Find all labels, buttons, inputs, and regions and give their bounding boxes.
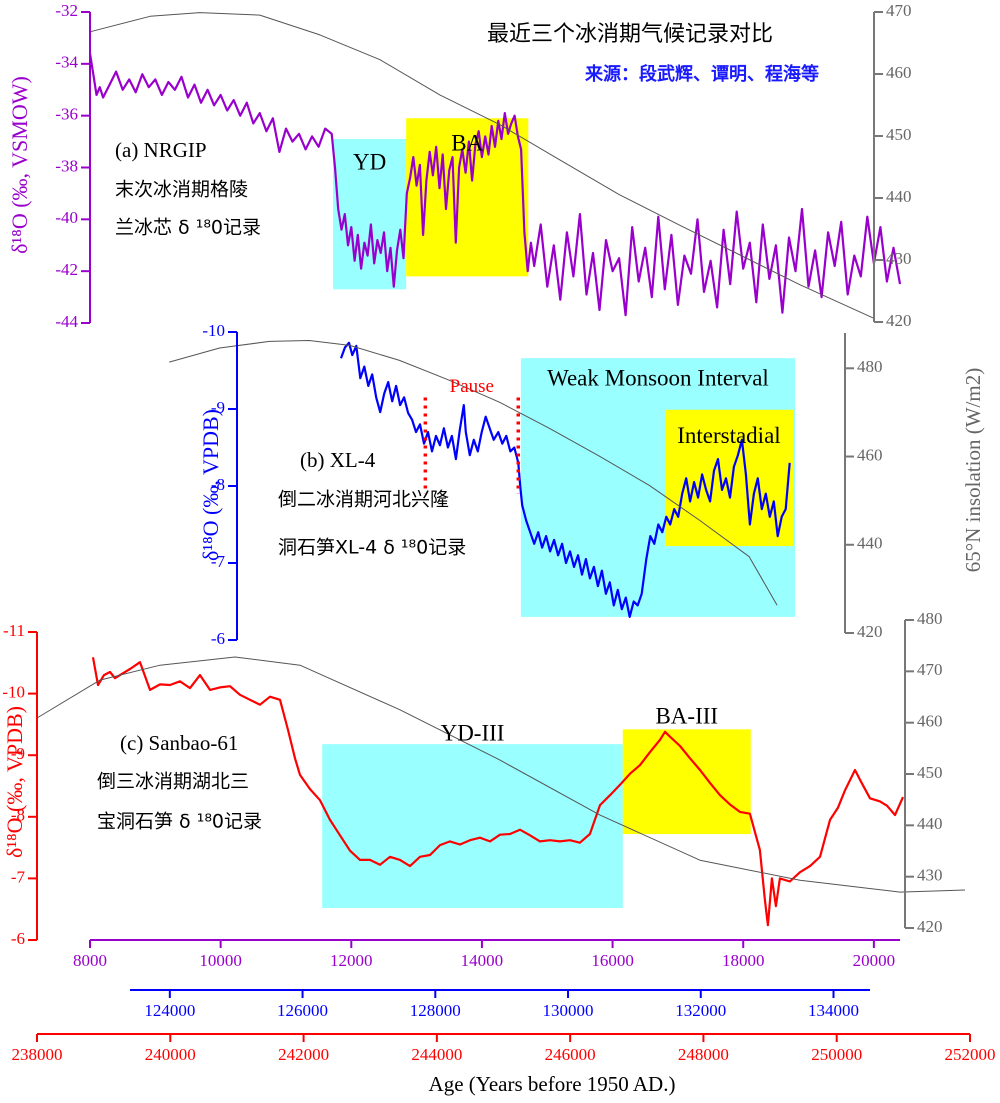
annotation: 兰冰芯 δ ¹⁸0记录 xyxy=(115,217,261,239)
y-tick-label: -7 xyxy=(11,867,26,886)
record-line xyxy=(339,341,791,618)
x-tick-label: 12000 xyxy=(330,951,373,970)
y-tick-label: -8 xyxy=(11,806,25,825)
y2-tick-label: 460 xyxy=(886,63,912,82)
region-label: BA xyxy=(451,131,483,156)
y2-tick-label: 450 xyxy=(917,763,943,782)
x-tick-label: 252000 xyxy=(945,1045,996,1064)
x-tick-label: 250000 xyxy=(811,1045,862,1064)
x-tick-label: 132000 xyxy=(675,1001,726,1020)
y-tick-label: -6 xyxy=(11,929,25,948)
record-line xyxy=(91,657,905,927)
y2-tick-label: 430 xyxy=(917,866,943,885)
region-label: YD-III xyxy=(441,720,505,745)
annotation: (b) XL-4 xyxy=(300,448,376,472)
x-tick-label: 18000 xyxy=(722,951,765,970)
y-tick-label: -34 xyxy=(55,53,78,72)
x-tick-label: 124000 xyxy=(144,1001,195,1020)
x-tick-label: 246000 xyxy=(545,1045,596,1064)
insolation-line xyxy=(89,12,875,319)
x-tick-label: 16000 xyxy=(591,951,634,970)
y2-tick-label: 430 xyxy=(886,249,912,268)
y2-tick-label: 480 xyxy=(917,609,943,628)
y2-tick-label: 440 xyxy=(917,814,943,833)
y2-tick-label: 420 xyxy=(886,311,912,330)
y-tick-label: -42 xyxy=(55,260,78,279)
y2-tick-label: 440 xyxy=(857,534,883,553)
x-tick-label: 238000 xyxy=(12,1045,63,1064)
region-label: Weak Monsoon Interval xyxy=(547,365,769,390)
y2-tick-label: 460 xyxy=(857,445,883,464)
x-tick-label: 240000 xyxy=(145,1045,196,1064)
record-line xyxy=(88,53,902,317)
axes-layer xyxy=(28,11,971,1042)
y-tick-label: -8 xyxy=(211,475,225,494)
y-tick-label: -32 xyxy=(55,1,78,20)
region-label: BA-III xyxy=(655,704,718,729)
annotation: 宝洞石笋 δ ¹⁸0记录 xyxy=(97,811,262,833)
x-tick-label: 14000 xyxy=(461,951,504,970)
annotation: 末次冰消期格陵 xyxy=(115,179,248,201)
interval-region xyxy=(406,118,529,277)
x-tick-label: 128000 xyxy=(410,1001,461,1020)
chart-title: 最近三个冰消期气候记录对比 xyxy=(487,22,773,47)
y-axis-label: δ¹⁸O (‰, VPDB) xyxy=(198,409,223,561)
y2-tick-label: 470 xyxy=(886,1,912,20)
x-tick-label: 248000 xyxy=(678,1045,729,1064)
pause-label: Pause xyxy=(450,376,494,397)
y-axis-label: δ¹⁸O (‰, VPDB) xyxy=(2,706,27,858)
insolation-line xyxy=(169,340,778,606)
y-tick-label: -36 xyxy=(55,105,78,124)
x-tick-label: 134000 xyxy=(808,1001,859,1020)
region-label: YD xyxy=(353,149,386,174)
y-tick-label: -6 xyxy=(211,629,225,648)
x-tick-label: 8000 xyxy=(73,951,107,970)
x-tick-label: 244000 xyxy=(411,1045,462,1064)
interval-region xyxy=(322,744,623,908)
y2-tick-label: 420 xyxy=(857,622,883,641)
lines-layer xyxy=(36,12,966,927)
interval-region xyxy=(622,729,751,835)
source: 来源：段武辉、谭明、程海等 xyxy=(584,63,819,85)
y2-tick-label: 450 xyxy=(886,125,912,144)
annotation: (c) Sanbao-61 xyxy=(120,731,238,755)
y-tick-label: -10 xyxy=(2,683,25,702)
y2-tick-label: 460 xyxy=(917,712,943,731)
y-tick-label: -9 xyxy=(11,744,25,763)
region-label: Interstadial xyxy=(677,423,780,448)
y-tick-label: -44 xyxy=(55,312,78,331)
y2-tick-label: 480 xyxy=(857,357,883,376)
x-tick-label: 242000 xyxy=(278,1045,329,1064)
annotation: (a) NRGIP xyxy=(115,138,207,162)
y-tick-label: -7 xyxy=(211,552,226,571)
y2-tick-label: 440 xyxy=(886,187,912,206)
insolation-line xyxy=(36,656,966,893)
y-tick-label: -38 xyxy=(55,156,78,175)
x-tick-label: 126000 xyxy=(277,1001,328,1020)
y-axis-label: δ¹⁸O (‰, VSMOW) xyxy=(7,76,32,254)
y2-tick-label: 420 xyxy=(917,917,943,936)
y-tick-label: -40 xyxy=(55,208,78,227)
y2-axis-label: 65°N insolation (W/m2) xyxy=(961,368,985,572)
y-tick-label: -9 xyxy=(211,398,225,417)
annotation: 倒二冰消期河北兴隆 xyxy=(278,489,449,511)
x-axis-label: Age (Years before 1950 AD.) xyxy=(429,1072,676,1096)
x-tick-label: 10000 xyxy=(199,951,242,970)
x-tick-label: 130000 xyxy=(543,1001,594,1020)
x-tick-label: 20000 xyxy=(853,951,896,970)
y-tick-label: -11 xyxy=(3,621,25,640)
y-tick-label: -10 xyxy=(202,321,225,340)
annotation: 洞石笋XL-4 δ ¹⁸0记录 xyxy=(278,537,466,559)
annotation: 倒三冰消期湖北三 xyxy=(97,771,249,793)
regions-layer xyxy=(322,118,796,908)
y2-tick-label: 470 xyxy=(917,660,943,679)
